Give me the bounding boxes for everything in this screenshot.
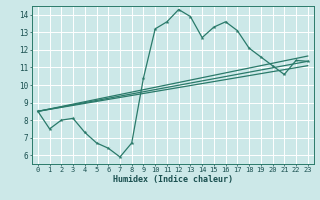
X-axis label: Humidex (Indice chaleur): Humidex (Indice chaleur) <box>113 175 233 184</box>
